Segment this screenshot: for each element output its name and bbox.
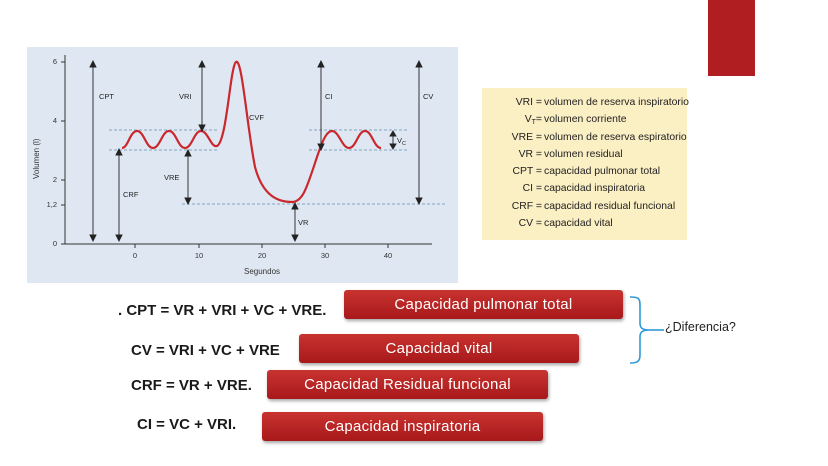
label-vc: VC	[397, 136, 406, 147]
y-tick-0: 0	[53, 239, 57, 248]
label-cvf: CVF	[249, 113, 264, 122]
spirogram-chart: 0 1,2 2 4 6 Volumen (l) 0 10 20 30 40 Se…	[32, 55, 445, 276]
y-tick-1-2: 1,2	[47, 200, 57, 209]
formula-cpt: . CPT = VR + VRI + VC + VRE.	[118, 302, 327, 319]
label-ci: CI	[325, 92, 333, 101]
y-tick-2: 2	[53, 175, 57, 184]
legend-row-crf: CRF = capacidad residual funcional	[511, 200, 676, 212]
box-capacidad-residual-funcional: Capacidad Residual funcional	[267, 370, 548, 399]
spirogram-panel: 0 1,2 2 4 6 Volumen (l) 0 10 20 30 40 Se…	[27, 47, 458, 283]
y-tick-4: 4	[53, 116, 57, 125]
formula-crf: CRF = VR + VRE.	[131, 377, 252, 394]
legend-row-vre: VRE = volumen de reserva espiratorio	[511, 131, 687, 143]
x-tick-30: 30	[321, 251, 329, 260]
label-crf: CRF	[123, 190, 139, 199]
label-vri: VRI	[179, 92, 192, 101]
box-capacidad-vital: Capacidad vital	[299, 334, 579, 363]
abbreviation-legend: VRI = volumen de reserva inspiratorio VT …	[482, 88, 689, 240]
label-vre: VRE	[164, 173, 179, 182]
label-cv: CV	[423, 92, 433, 101]
legend-row-cpt: CPT = capacidad pulmonar total	[512, 166, 661, 178]
diferencia-label: ¿Diferencia?	[665, 320, 736, 334]
label-cpt: CPT	[99, 92, 114, 101]
x-tick-40: 40	[384, 251, 392, 260]
legend-row-vr: VR = volumen residual	[518, 148, 623, 160]
x-axis-label: Segundos	[244, 267, 280, 276]
legend-row-vt: VT = volumen corriente	[524, 114, 627, 127]
x-tick-10: 10	[195, 251, 203, 260]
legend-row-cv: CV = capacidad vital	[518, 218, 613, 230]
y-axis-label: Volumen (l)	[32, 138, 41, 179]
corner-accent-bar	[708, 0, 755, 76]
x-tick-0: 0	[133, 251, 137, 260]
box-capacidad-pulmonar-total: Capacidad pulmonar total	[344, 290, 623, 319]
right-bracket	[629, 296, 664, 364]
y-tick-6: 6	[53, 57, 57, 66]
label-vr: VR	[298, 218, 309, 227]
legend-row-vri: VRI = volumen de reserva inspiratorio	[515, 97, 689, 108]
legend-row-ci: CI = capacidad inspiratoria	[522, 183, 646, 195]
volume-curve	[121, 60, 382, 204]
x-tick-20: 20	[258, 251, 266, 260]
formula-cv: CV = VRI + VC + VRE	[131, 342, 280, 359]
formula-ci: CI = VC + VRI.	[137, 416, 237, 433]
box-capacidad-inspiratoria: Capacidad inspiratoria	[262, 412, 543, 441]
